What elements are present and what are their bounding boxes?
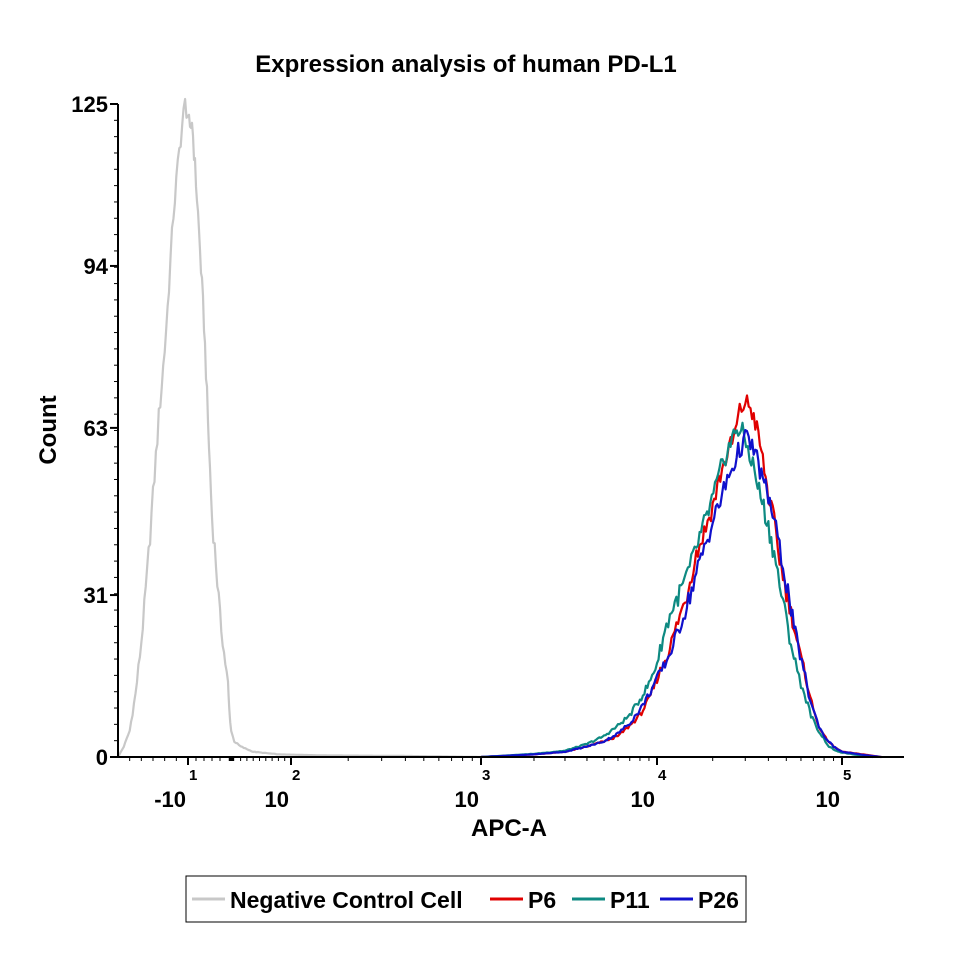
- legend-label: P11: [610, 887, 650, 913]
- x-axis-label: APC-A: [471, 815, 547, 842]
- y-tick-label: 125: [71, 92, 108, 117]
- series-line: [480, 429, 882, 759]
- x-tick-exponent: 2: [292, 767, 300, 784]
- series-line: [117, 97, 481, 759]
- chart-title: Expression analysis of human PD-L1: [255, 51, 676, 78]
- y-axis-label: Count: [35, 395, 62, 464]
- y-tick-label: 63: [84, 416, 108, 441]
- legend-label: Negative Control Cell: [230, 887, 463, 913]
- x-tick-exponent: 3: [482, 767, 490, 784]
- x-tick-base: 10: [455, 787, 479, 812]
- series-layer: [117, 97, 882, 759]
- x-tick-exponent: 1: [189, 767, 197, 784]
- y-axis-ticks: 0 31 63 94 125: [71, 92, 118, 770]
- x-tick-base: 10: [816, 787, 840, 812]
- legend-box: [185, 875, 747, 923]
- x-tick-exponent: 5: [843, 767, 851, 784]
- x-tick-base: 10: [265, 787, 289, 812]
- legend-label: P26: [698, 887, 739, 913]
- x-tick-base: 10: [631, 787, 655, 812]
- y-tick-label: 31: [84, 583, 108, 608]
- x-tick-exponent: 4: [658, 767, 667, 784]
- series-line: [480, 394, 882, 759]
- y-tick-label: 0: [96, 745, 108, 770]
- legend-label: P6: [528, 887, 556, 913]
- x-tick-base: -10: [154, 787, 186, 812]
- y-tick-label: 94: [84, 254, 109, 279]
- legend: Negative Control Cell P6 P11 P26: [185, 875, 747, 923]
